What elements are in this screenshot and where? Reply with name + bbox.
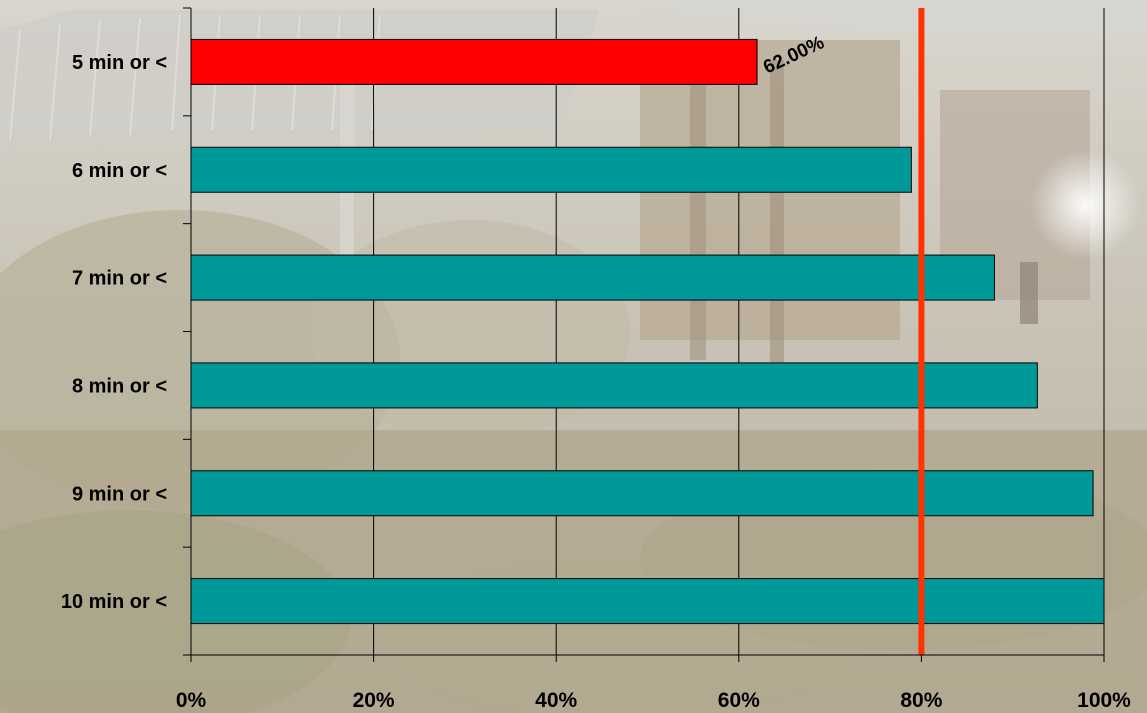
x-tick-label: 40% <box>535 689 577 712</box>
bar <box>190 254 995 301</box>
x-tick-label: 100% <box>1077 689 1131 712</box>
category-label: 9 min or < <box>72 483 167 505</box>
category-label: 7 min or < <box>72 268 167 290</box>
bar <box>190 470 1094 517</box>
bar <box>190 38 758 85</box>
bar <box>190 362 1038 409</box>
category-label: 8 min or < <box>72 375 167 397</box>
category-label: 5 min or < <box>72 52 167 74</box>
x-tick-label: 20% <box>353 689 395 712</box>
x-tick-label: 0% <box>176 689 207 712</box>
x-tick-label: 60% <box>718 689 760 712</box>
bar <box>190 146 912 193</box>
category-label: 6 min or < <box>72 160 167 182</box>
bars <box>190 38 1105 625</box>
category-label: 10 min or < <box>61 591 167 613</box>
x-tick-label: 80% <box>900 689 942 712</box>
x-tick-labels: 0% 20% 40% 60% 80% 100% <box>176 689 1131 712</box>
category-labels: 5 min or < 6 min or < 7 min or < 8 min or <… <box>61 52 167 613</box>
bar <box>190 578 1105 625</box>
axes <box>183 7 1105 662</box>
